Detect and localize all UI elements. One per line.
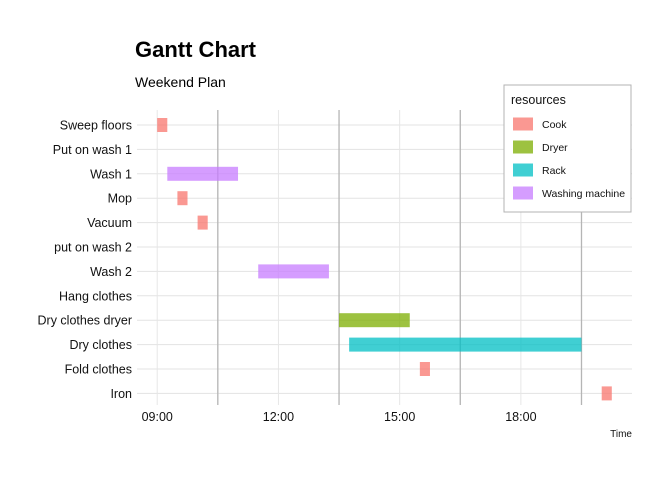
- legend-label: Rack: [542, 165, 567, 177]
- x-tick-labels: 09:00 12:00 15:00 18:00: [142, 410, 537, 424]
- y-tick-labels: Sweep floors Put on wash 1 Wash 1 Mop Vacuum…: [38, 119, 133, 401]
- bar-wash-1: [167, 166, 239, 181]
- y-tick-label: Dry clothes dryer: [38, 314, 132, 328]
- y-tick-label: Mop: [108, 192, 132, 206]
- bar-dry-clothes-dryer: [339, 313, 410, 328]
- legend-swatch-rack: [513, 163, 533, 177]
- bar-vacuum: [197, 215, 208, 230]
- x-tick-label: 12:00: [263, 410, 294, 424]
- x-tick-label: 18:00: [505, 410, 536, 424]
- y-tick-label: Dry clothes: [69, 338, 132, 352]
- y-tick-label: Hang clothes: [59, 289, 132, 303]
- y-tick-label: put on wash 2: [54, 241, 132, 255]
- legend-swatch-dryer: [513, 140, 533, 154]
- y-tick-label: Wash 1: [90, 167, 132, 181]
- legend-title: resources: [511, 93, 566, 107]
- legend-label: Washing machine: [542, 188, 625, 200]
- y-tick-label: Fold clothes: [65, 363, 132, 377]
- bar-sweep-floors: [157, 118, 168, 132]
- bar-iron: [601, 386, 612, 401]
- legend-swatch-washing-machine: [513, 186, 533, 200]
- bar-dry-clothes: [349, 337, 582, 352]
- x-tick-label: 09:00: [142, 410, 173, 424]
- y-tick-label: Wash 2: [90, 265, 132, 279]
- legend: resources Cook Dryer Rack Washing machine: [503, 84, 632, 213]
- bars: [157, 118, 612, 401]
- chart-title: Gantt Chart: [135, 37, 257, 62]
- y-tick-label: Put on wash 1: [53, 143, 132, 157]
- y-tick-label: Iron: [110, 387, 132, 401]
- legend-label: Cook: [542, 119, 567, 131]
- bar-wash-2: [258, 264, 329, 279]
- bar-mop: [177, 191, 188, 206]
- x-axis-label: Time: [610, 429, 632, 440]
- chart-subtitle: Weekend Plan: [135, 74, 226, 90]
- x-tick-label: 15:00: [384, 410, 415, 424]
- legend-label: Dryer: [542, 142, 568, 154]
- y-tick-label: Sweep floors: [60, 119, 132, 133]
- bar-fold-clothes: [419, 362, 430, 376]
- y-tick-label: Vacuum: [87, 216, 132, 230]
- legend-swatch-cook: [513, 117, 533, 131]
